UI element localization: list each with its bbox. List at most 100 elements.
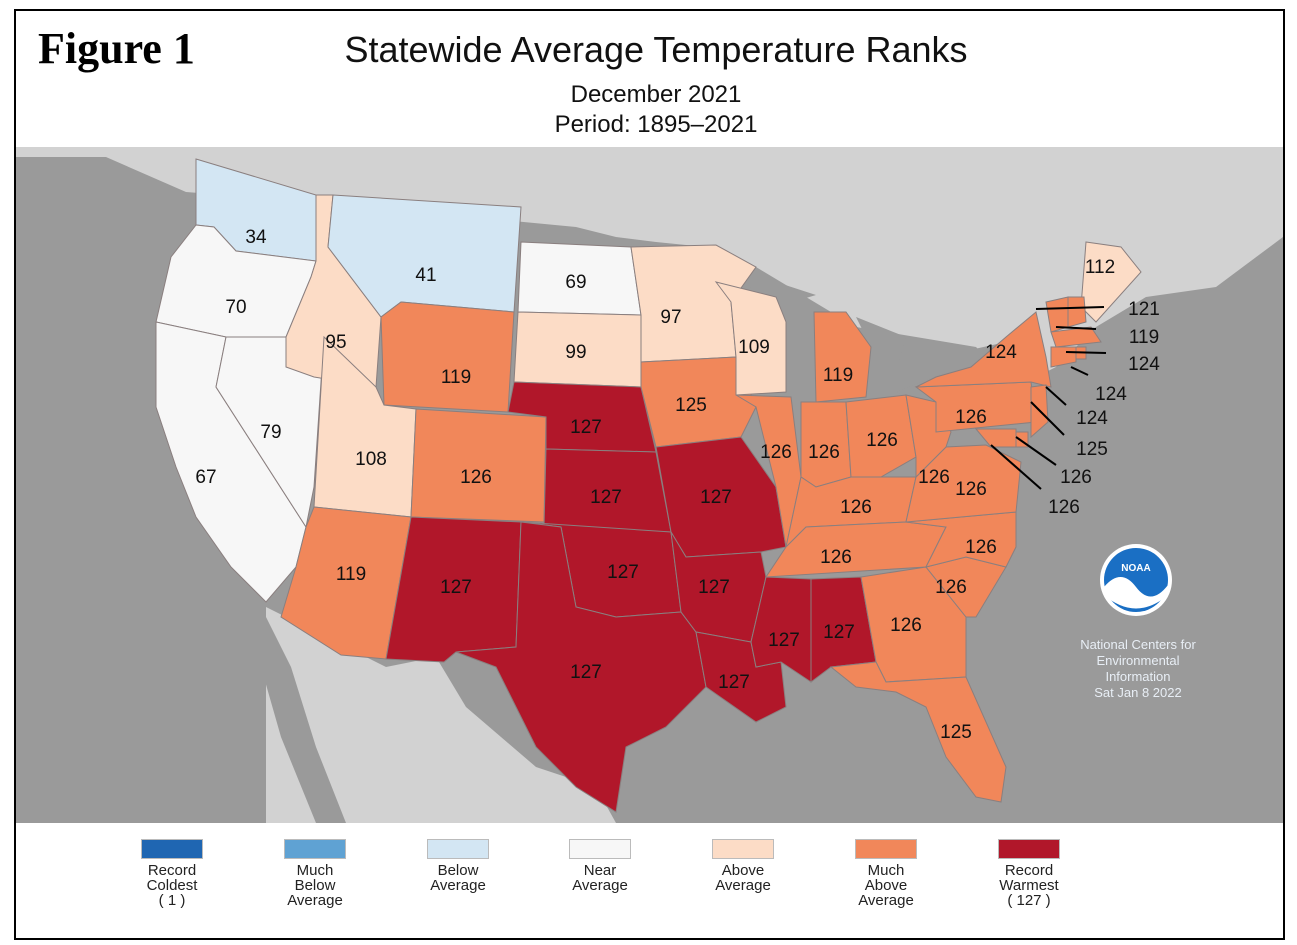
map-period: Period: 1895–2021 [554, 111, 758, 138]
rank-label-nh: 121 [1128, 299, 1160, 320]
rank-label-il: 126 [760, 442, 792, 463]
legend-swatch [427, 839, 489, 859]
legend-label: Record Warmest( 127 ) [974, 863, 1084, 908]
canada-landmass [16, 147, 1283, 387]
legend-item-below: Below Average [403, 839, 513, 893]
legend-item-near: Near Average [545, 839, 655, 893]
map-subtitle: December 2021 [570, 81, 742, 108]
rank-label-nj: 125 [1076, 439, 1108, 460]
ncei-line-2: Environmental [1096, 653, 1179, 668]
rank-label-sd: 99 [565, 342, 586, 363]
state-me [1080, 241, 1142, 323]
rank-label-ar: 127 [698, 577, 730, 598]
ncei-date: Sat Jan 8 2022 [1094, 685, 1181, 700]
rank-label-de: 126 [1060, 467, 1092, 488]
us-state-rank-map: 34 70 67 79 95 41 119 108 126 119 127 69 99 127 127 127… [16, 147, 1283, 823]
legend-label: Above Average [688, 863, 798, 893]
state-oh [845, 394, 917, 478]
state-md [974, 428, 1017, 448]
legend-label-line: Average [430, 877, 486, 894]
legend-label-line: Above [721, 862, 765, 879]
state-co [410, 408, 547, 523]
legend-label: Much Below Average [260, 863, 370, 908]
rank-label-ca: 67 [195, 467, 216, 488]
legend-swatch [284, 839, 346, 859]
legend-label-line: Above [864, 877, 908, 894]
rank-label-ct: 124 [1076, 408, 1108, 429]
rank-label-nd: 69 [565, 272, 586, 293]
state-wy [380, 301, 515, 413]
rank-label-sc: 126 [935, 577, 967, 598]
callout-line-vt [1055, 326, 1097, 330]
legend-label: Much Above Average [831, 863, 941, 908]
rank-label-pa: 126 [955, 407, 987, 428]
state-mi [813, 311, 872, 403]
callout-line-nh [1035, 306, 1105, 310]
legend-swatch [855, 839, 917, 859]
rank-label-ne: 127 [570, 417, 602, 438]
rank-label-or: 70 [225, 297, 246, 318]
figure-label: Figure 1 [38, 24, 195, 73]
legend-label-line: Average [572, 877, 628, 894]
rank-label-vt: 119 [1129, 327, 1159, 348]
legend-swatch [712, 839, 774, 859]
ncei-line-1: National Centers for [1080, 637, 1196, 652]
state-tx [455, 521, 707, 813]
rank-label-ga: 126 [890, 615, 922, 636]
legend-swatch [569, 839, 631, 859]
legend-label-line: ( 1 ) [158, 892, 186, 909]
callout-line-nj [1030, 401, 1065, 436]
rank-label-oh: 126 [866, 430, 898, 451]
rank-label-nm: 127 [440, 577, 472, 598]
callout-line-ct [1045, 386, 1067, 406]
rank-label-ms: 127 [768, 630, 800, 651]
noaa-logo-text: NOAA [1121, 563, 1150, 574]
rank-label-ut: 108 [355, 449, 387, 470]
rank-label-in: 126 [808, 442, 840, 463]
legend-item-record-coldest: Record Coldest( 1 ) [117, 839, 227, 908]
callout-line-ma [1065, 351, 1107, 354]
rank-label-mn: 97 [660, 307, 681, 328]
legend-label-line: Record [1004, 862, 1054, 879]
mexico-landmass [266, 607, 616, 823]
legend-label-line: Average [715, 877, 771, 894]
rank-label-fl: 125 [940, 722, 972, 743]
legend-label: Near Average [545, 863, 655, 893]
rank-label-mi: 119 [823, 365, 853, 386]
callout-line-ri [1070, 366, 1089, 376]
rank-label-la: 127 [718, 672, 750, 693]
state-wi [714, 281, 787, 396]
rank-label-ia: 125 [675, 395, 707, 416]
legend-item-much-below: Much Below Average [260, 839, 370, 908]
rank-label-al: 127 [823, 622, 855, 643]
rank-label-mo: 127 [700, 487, 732, 508]
callout-line-md [990, 444, 1042, 490]
callout-line-de [1015, 436, 1057, 466]
legend-item-above: Above Average [688, 839, 798, 893]
legend-item-record-warmest: Record Warmest( 127 ) [974, 839, 1084, 908]
rank-label-az: 119 [336, 564, 366, 585]
legend-label: Record Coldest( 1 ) [117, 863, 227, 908]
rank-label-nc: 126 [965, 537, 997, 558]
rank-label-ky: 126 [840, 497, 872, 518]
rank-label-tn: 126 [820, 547, 852, 568]
legend-swatch [141, 839, 203, 859]
rank-label-tx: 127 [570, 662, 602, 683]
legend-label-line: Record [147, 862, 197, 879]
rank-label-id: 95 [325, 332, 346, 353]
rank-label-me: 112 [1085, 257, 1115, 278]
rank-label-wy: 119 [441, 367, 471, 388]
rank-label-wi: 109 [738, 337, 770, 358]
gulf-of-california [261, 617, 346, 823]
state-ny [915, 311, 1052, 388]
legend-label-line: Near [583, 862, 617, 879]
rank-label-va: 126 [955, 479, 987, 500]
legend-label-line: ( 127 ) [1007, 892, 1051, 909]
noaa-logo: NOAA [1100, 544, 1172, 616]
legend-label-line: Average [287, 892, 343, 909]
rank-label-ks: 127 [590, 487, 622, 508]
rank-label-mt: 41 [415, 265, 436, 286]
legend-label-line: Average [858, 892, 914, 909]
legend-item-much-above: Much Above Average [831, 839, 941, 908]
state-nc [905, 511, 1017, 568]
